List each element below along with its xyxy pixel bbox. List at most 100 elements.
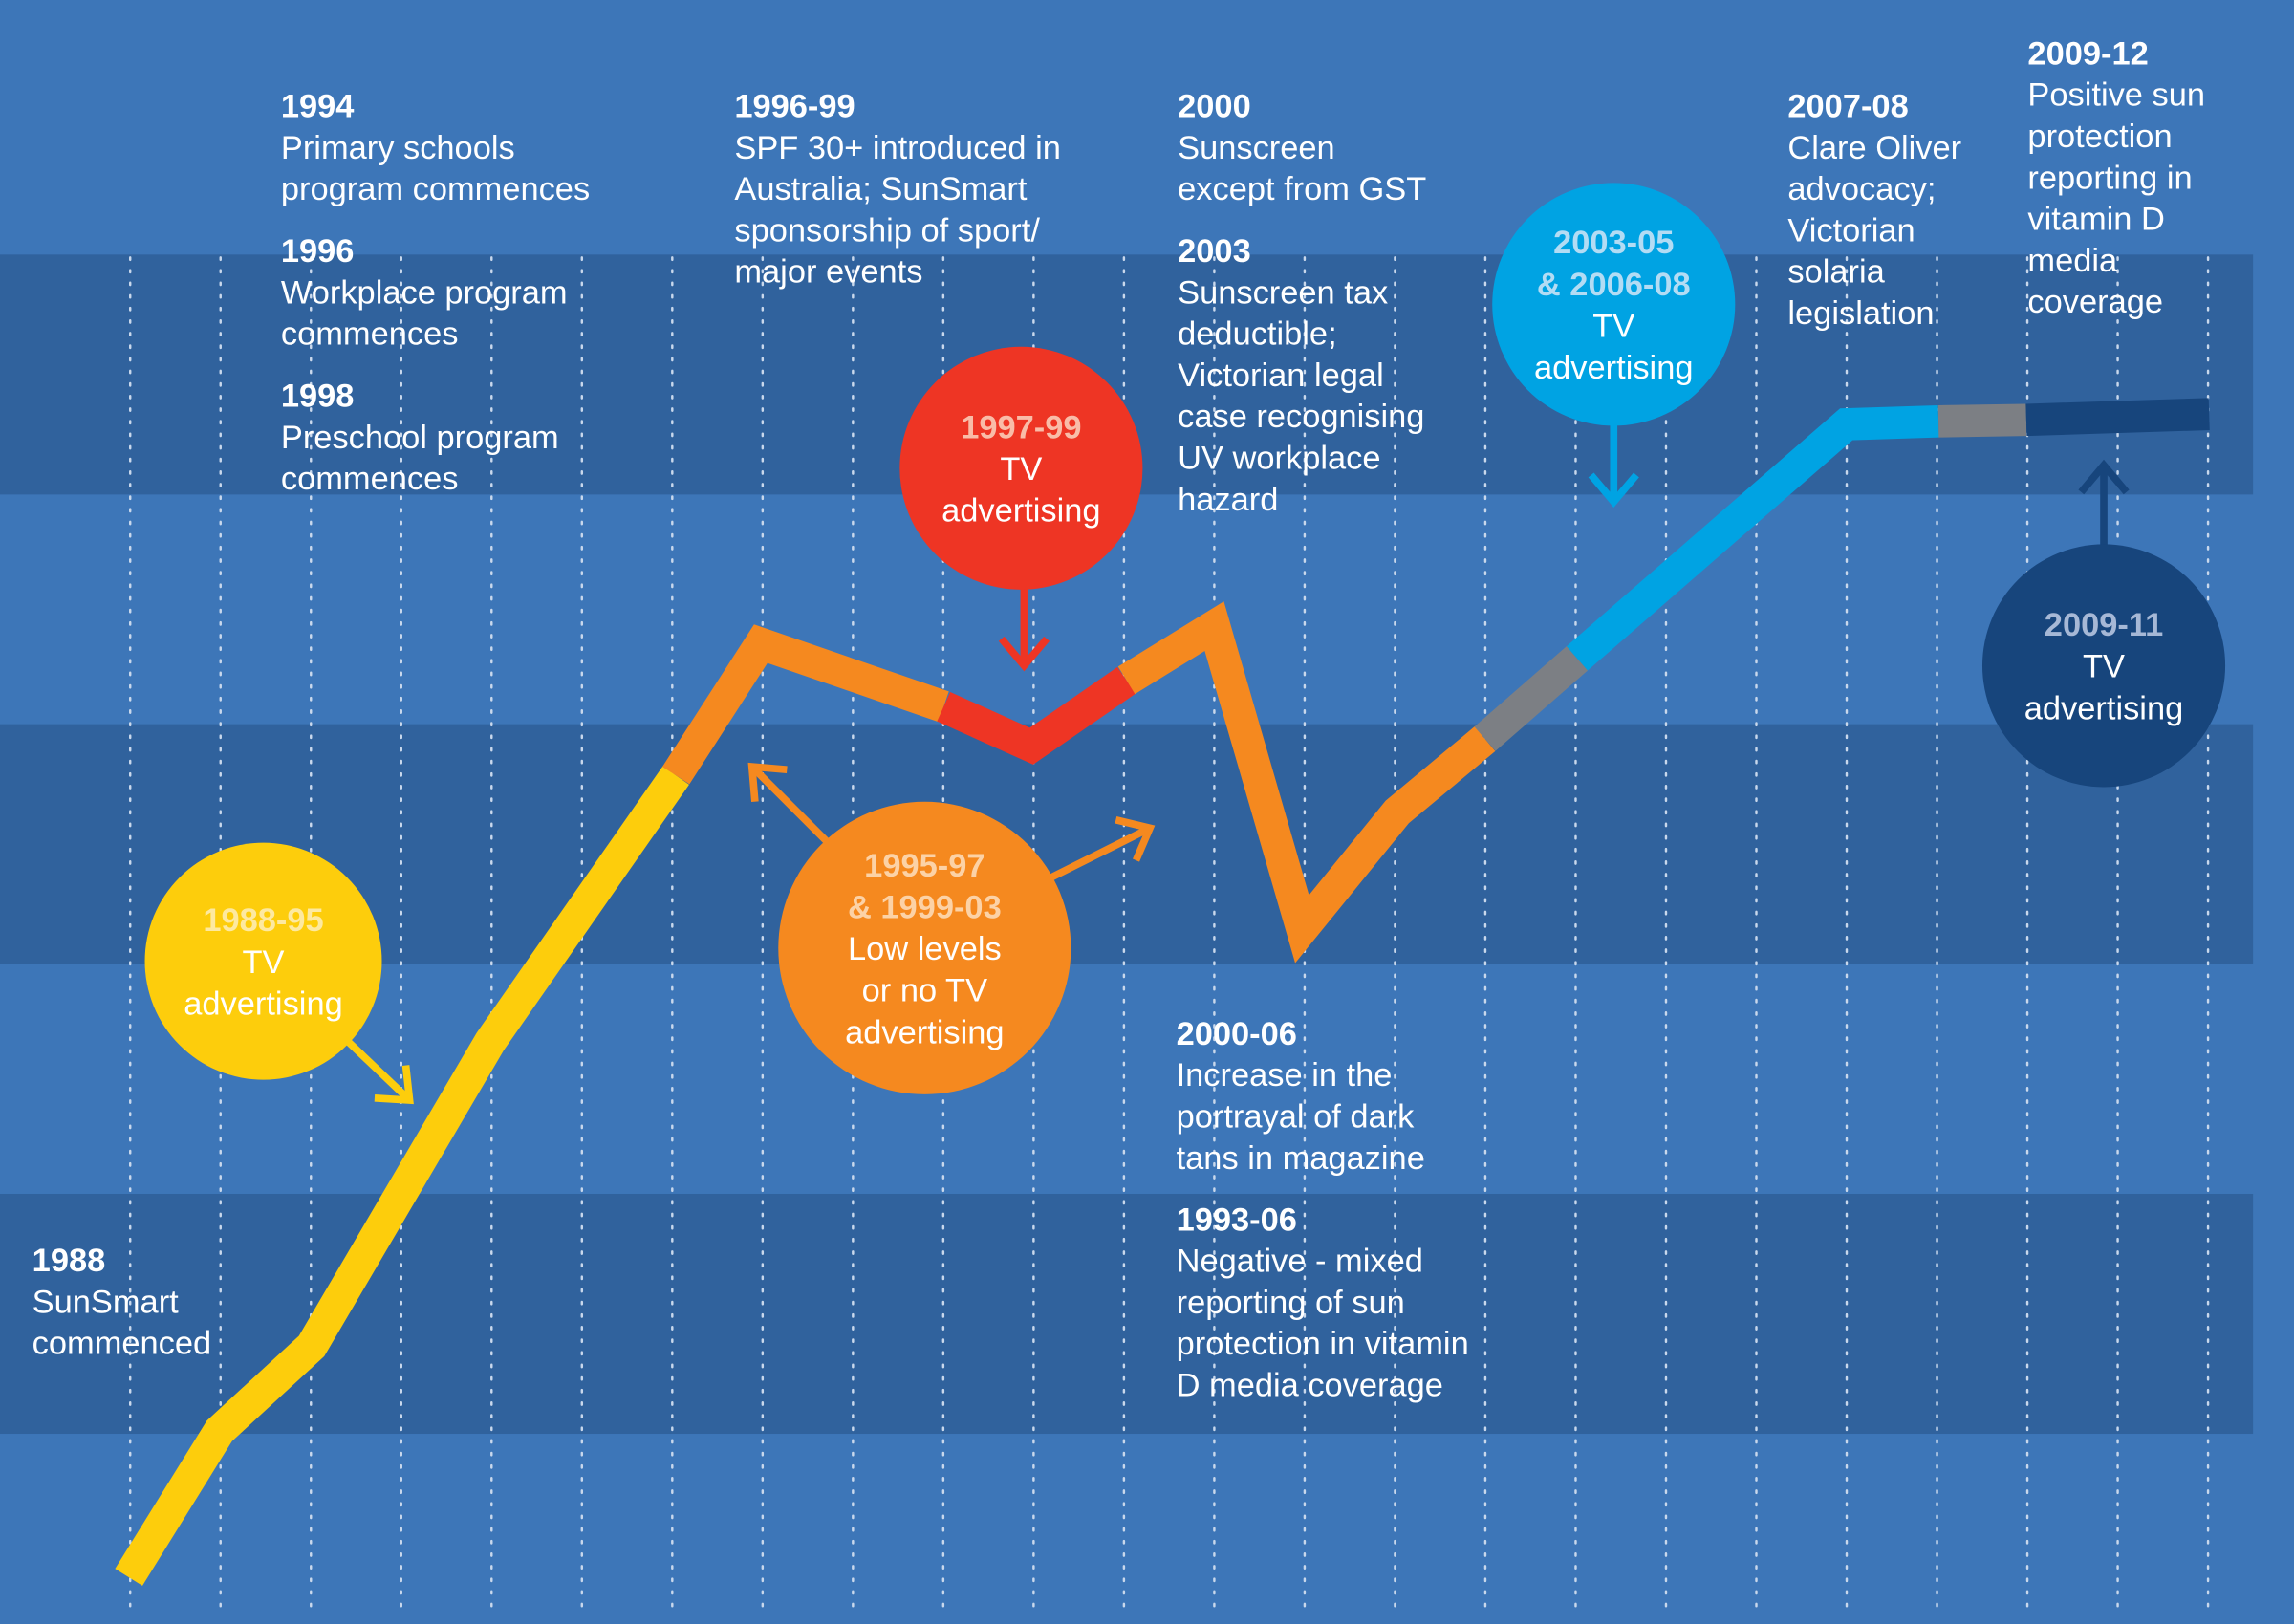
event-description-line: portrayal of dark [1177, 1099, 1416, 1136]
event-description-line: Victorian [1787, 212, 1915, 249]
event-description-line: sponsorship of sport/ [734, 212, 1040, 249]
event-description-line: SunSmart [32, 1284, 179, 1320]
event-description-line: deductible; [1178, 316, 1336, 353]
event-description-line: Positive sun [2027, 77, 2205, 114]
trend-segment-gray [1474, 646, 1589, 751]
event-description-line: UV workplace [1178, 441, 1380, 477]
arrow-yellow [345, 1039, 414, 1105]
bubble-year: & 1999-03 [848, 889, 1002, 925]
event-description-line: protection in vitamin [1177, 1326, 1469, 1362]
event-year: 1994 [281, 88, 355, 124]
arrow-shaft [345, 1039, 413, 1103]
bubble-year: 2009-11 [2045, 607, 2163, 643]
bubble-label: Low levels [848, 931, 1002, 967]
event-description-line: except from GST [1178, 171, 1426, 207]
event-description-line: commences [281, 461, 459, 497]
arrow-head-icon [747, 762, 788, 802]
bubble-1995-97-low-tv: 1995-97 & 1999-03 Low levels or no TV advert… [778, 801, 1071, 1094]
event-description-line: Workplace program [281, 274, 568, 311]
arrow-head-icon [374, 1065, 414, 1105]
bubble-circle [1981, 544, 2226, 788]
event-description-line: solaria [1787, 254, 1885, 291]
trend-line [115, 398, 2210, 1586]
event-description-line: tans in magazine [1177, 1140, 1425, 1177]
bubble-label: TV [243, 944, 285, 981]
event-year: 1998 [281, 379, 355, 415]
event-year: 2000-06 [1177, 1016, 1297, 1052]
event-description-line: advocacy; [1787, 171, 1936, 207]
event-description-line: D media coverage [1177, 1368, 1443, 1404]
trend-segment-orange [661, 624, 949, 785]
trend-segment-light_blue [1566, 404, 1939, 671]
event-1996: 1996 Workplace program commences [281, 233, 568, 353]
trend-segment-gray [1937, 403, 2027, 438]
bubble-label: advertising [1534, 350, 1693, 386]
event-description-line: major events [734, 254, 922, 291]
event-2007-08: 2007-08 Clare Oliver advocacy; Victorian sol… [1787, 88, 1961, 332]
event-year: 2000 [1178, 88, 1251, 124]
bubble-circle [899, 346, 1143, 590]
event-description-line: protection [2027, 119, 2172, 155]
event-description-line: Increase in the [1177, 1057, 1393, 1093]
bubble-year: 1997-99 [961, 409, 1081, 445]
bubble-label: or no TV [862, 973, 987, 1009]
event-1996-99: 1996-99 SPF 30+ introduced in Australia; S… [734, 88, 1061, 290]
bubble-label: TV [1592, 308, 1634, 344]
event-2009-12: 2009-12 Positive sun protection reporting i… [2027, 35, 2205, 320]
bubble-year: 1988-95 [203, 902, 323, 939]
bubble-label: advertising [941, 493, 1100, 530]
event-year: 2007-08 [1787, 88, 1908, 124]
bubble-year: & 2006-08 [1537, 267, 1691, 303]
bubble-1988-95-tv: 1988-95 TV advertising [144, 842, 382, 1080]
event-description-line: reporting of sun [1177, 1285, 1405, 1321]
trend-segment-navy [2025, 398, 2210, 437]
bubble-label: advertising [845, 1014, 1004, 1050]
event-description-line: Australia; SunSmart [734, 171, 1028, 207]
event-year: 1993-06 [1177, 1202, 1297, 1238]
arrow-head-icon [1588, 472, 1639, 508]
arrow-head-icon [1115, 816, 1156, 862]
event-description-line: legislation [1787, 295, 1934, 332]
bubble-year: 2003-05 [1553, 225, 1674, 261]
event-description-line: program commences [281, 171, 590, 207]
bubble-label: advertising [2024, 690, 2183, 726]
arrow-navy-up [2078, 459, 2130, 549]
event-description-line: case recognising [1178, 399, 1424, 435]
bubble-year: 1995-97 [864, 848, 985, 884]
event-description-line: commenced [32, 1326, 211, 1362]
bubble-2009-11-tv: 2009-11 TV advertising [1981, 544, 2226, 788]
event-year: 1988 [32, 1243, 106, 1279]
event-description-line: Sunscreen tax [1178, 274, 1388, 311]
event-description-line: Victorian legal [1178, 357, 1384, 394]
bubbles: 1988-95 TV advertising 1995-97 & 1999-03 Low … [144, 183, 2226, 1094]
arrow-head-icon [998, 636, 1050, 672]
bubble-circle [1492, 183, 1736, 426]
event-1988: 1988 SunSmart commenced [32, 1243, 211, 1362]
event-description-line: Negative - mixed [1177, 1244, 1423, 1280]
bubble-circle [778, 801, 1071, 1094]
event-1994: 1994 Primary schools program commences [281, 88, 590, 207]
event-labels: 1994 Primary schools program commences 1996… [32, 35, 2205, 1403]
event-year: 2009-12 [2027, 35, 2148, 72]
event-year: 1996-99 [734, 88, 855, 124]
event-description-line: Preschool program [281, 420, 559, 456]
bubble-label: TV [1000, 451, 1042, 487]
trend-segment-yellow [115, 766, 689, 1586]
bubble-1997-99-tv: 1997-99 TV advertising [899, 346, 1143, 590]
event-2003: 2003 Sunscreen tax deductible; Victorian le… [1178, 233, 1424, 518]
arrow-blue-down [1588, 421, 1639, 508]
event-description-line: reporting in [2027, 160, 2192, 196]
bubble-2003-05-tv: 2003-05 & 2006-08 TV advertising [1492, 183, 1736, 426]
event-description-line: coverage [2027, 284, 2163, 320]
event-description-line: Sunscreen [1178, 130, 1335, 166]
trend-segment-red [937, 666, 1136, 765]
event-description-line: Clare Oliver [1787, 130, 1961, 166]
event-description-line: hazard [1178, 482, 1278, 518]
arrow-orange-right [1049, 816, 1156, 881]
bubble-circle [144, 842, 382, 1080]
event-2000-06: 2000-06 Increase in the portrayal of dark t… [1177, 1016, 1425, 1177]
bubble-label: TV [2083, 649, 2125, 685]
event-description-line: SPF 30+ introduced in [734, 130, 1061, 166]
arrow-red-down [998, 585, 1050, 672]
